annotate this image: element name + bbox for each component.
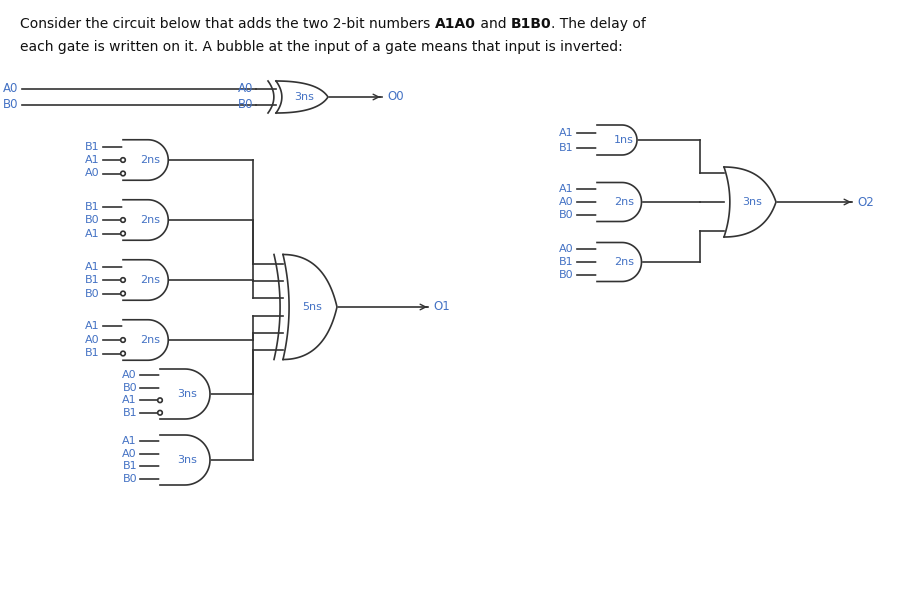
Circle shape (157, 398, 162, 403)
Text: 2ns: 2ns (140, 275, 160, 285)
Circle shape (121, 291, 125, 296)
Text: B1: B1 (122, 461, 137, 471)
Text: B1: B1 (86, 141, 100, 152)
Circle shape (121, 171, 125, 176)
Polygon shape (123, 140, 169, 181)
Text: 2ns: 2ns (140, 335, 160, 345)
Text: O0: O0 (387, 91, 403, 103)
Text: 5ns: 5ns (302, 302, 322, 312)
Text: A1: A1 (559, 184, 574, 194)
Text: A0: A0 (238, 83, 253, 95)
Text: A0: A0 (559, 197, 574, 207)
Text: O1: O1 (433, 300, 449, 313)
Circle shape (121, 218, 125, 222)
Text: 1ns: 1ns (614, 135, 634, 145)
Polygon shape (160, 369, 210, 419)
Text: A1A0: A1A0 (435, 17, 475, 31)
Text: B1: B1 (559, 143, 574, 152)
Circle shape (121, 351, 125, 356)
Text: B1: B1 (86, 201, 100, 212)
Circle shape (157, 411, 162, 415)
Circle shape (121, 231, 125, 236)
Text: A0: A0 (86, 335, 100, 345)
Text: O2: O2 (857, 195, 874, 209)
Circle shape (121, 278, 125, 282)
Text: 2ns: 2ns (140, 155, 160, 165)
Text: A0: A0 (3, 83, 18, 95)
Circle shape (121, 158, 125, 162)
Text: B0: B0 (86, 215, 100, 225)
Polygon shape (283, 255, 337, 359)
Polygon shape (597, 182, 642, 222)
Text: B1: B1 (86, 275, 100, 285)
Text: each gate is written on it. A bubble at the input of a gate means that input is : each gate is written on it. A bubble at … (20, 40, 623, 54)
Polygon shape (724, 167, 776, 237)
Text: A0: A0 (122, 449, 137, 459)
Text: and: and (475, 17, 510, 31)
Text: B1: B1 (559, 257, 574, 267)
Text: A0: A0 (122, 370, 137, 380)
Polygon shape (597, 242, 642, 282)
Text: B1: B1 (86, 348, 100, 359)
Text: 3ns: 3ns (177, 455, 197, 465)
Text: A1: A1 (86, 228, 100, 239)
Text: A0: A0 (86, 168, 100, 179)
Text: 3ns: 3ns (177, 389, 197, 399)
Text: B1: B1 (122, 408, 137, 418)
Polygon shape (597, 125, 637, 155)
Polygon shape (123, 319, 169, 360)
Text: A1: A1 (86, 155, 100, 165)
Text: B0: B0 (238, 99, 253, 111)
Text: 3ns: 3ns (294, 92, 314, 102)
Text: 2ns: 2ns (614, 257, 634, 267)
Circle shape (121, 338, 125, 342)
Text: 3ns: 3ns (742, 197, 762, 207)
Text: B0: B0 (122, 474, 137, 483)
Text: Consider the circuit below that adds the two 2-bit numbers: Consider the circuit below that adds the… (20, 17, 435, 31)
Polygon shape (160, 435, 210, 485)
Text: 2ns: 2ns (614, 197, 634, 207)
Text: . The delay of: . The delay of (551, 17, 646, 31)
Text: A1: A1 (86, 321, 100, 332)
Polygon shape (276, 81, 328, 113)
Text: B0: B0 (559, 210, 574, 220)
Text: A1: A1 (86, 261, 100, 272)
Text: B0: B0 (86, 288, 100, 299)
Text: 2ns: 2ns (140, 215, 160, 225)
Text: A1: A1 (559, 127, 574, 138)
Text: A1: A1 (122, 436, 137, 446)
Text: B0: B0 (122, 382, 137, 393)
Polygon shape (123, 200, 169, 241)
Text: B0: B0 (559, 270, 574, 280)
Text: B1B0: B1B0 (510, 17, 551, 31)
Text: B0: B0 (3, 99, 18, 111)
Text: A1: A1 (122, 395, 137, 405)
Text: A0: A0 (559, 244, 574, 254)
Polygon shape (123, 259, 169, 300)
